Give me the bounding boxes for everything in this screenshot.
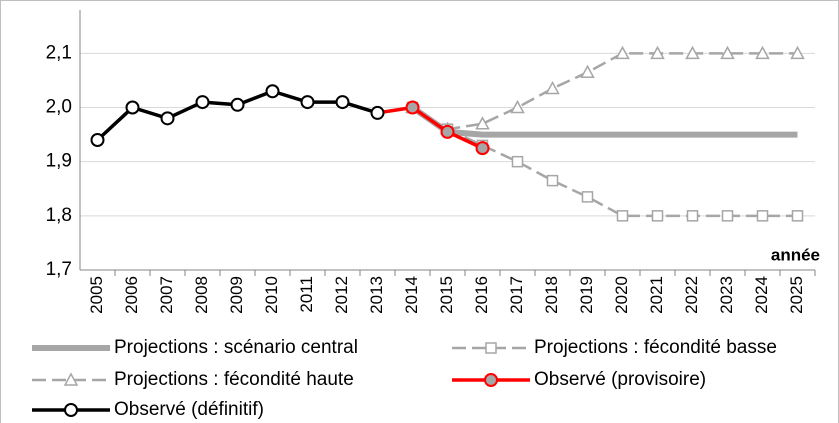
point — [650, 45, 665, 60]
point — [685, 45, 700, 60]
legend-marker — [485, 342, 497, 354]
x-tick-label: 2014 — [402, 276, 421, 314]
point — [615, 45, 630, 60]
series-line — [410, 105, 798, 138]
point — [335, 95, 350, 110]
x-tick-label: 2023 — [717, 276, 736, 314]
x-tick-label: 2007 — [157, 276, 176, 314]
point — [475, 116, 490, 130]
x-tick-label: 2012 — [332, 276, 351, 314]
point — [616, 210, 629, 222]
x-tick-label: 2009 — [227, 276, 246, 314]
legend-label: Projections : fécondité haute — [114, 369, 354, 390]
point — [580, 64, 595, 79]
point — [90, 133, 105, 147]
point — [755, 45, 770, 60]
legend-label: Observé (définitif) — [114, 399, 264, 420]
legend-label: Projections : fécondité basse — [534, 337, 777, 358]
point — [230, 97, 245, 112]
legend-label: Projections : scénario central — [114, 337, 358, 358]
x-tick-label: 2021 — [647, 276, 666, 314]
x-tick-label: 2015 — [437, 276, 456, 314]
x-tick-label: 2016 — [472, 276, 491, 314]
legend-marker — [484, 373, 498, 387]
point — [511, 155, 524, 168]
point — [265, 84, 280, 99]
point — [300, 95, 315, 110]
legend-marker — [64, 403, 78, 417]
point — [370, 105, 385, 120]
y-tick-label: 1,8 — [46, 205, 72, 226]
x-tick-label: 2008 — [192, 276, 211, 314]
x-tick-label: 2017 — [507, 276, 526, 314]
point — [651, 210, 664, 222]
y-tick-label: 2,1 — [46, 42, 72, 63]
point — [440, 124, 455, 139]
x-tick-label: 2024 — [752, 276, 771, 314]
point — [686, 210, 699, 222]
point — [405, 100, 420, 115]
x-tick-label: 2005 — [87, 276, 106, 314]
y-tick-label: 1,9 — [46, 151, 72, 172]
point — [475, 141, 490, 156]
point — [125, 100, 140, 115]
x-tick-label: 2006 — [122, 276, 141, 314]
x-tick-label: 2010 — [262, 276, 281, 314]
point — [160, 111, 175, 126]
x-tick-label: 2013 — [367, 276, 386, 314]
point — [721, 210, 734, 222]
x-tick-label: 2019 — [577, 276, 596, 314]
point — [510, 99, 525, 114]
y-tick-label: 1,7 — [46, 259, 72, 280]
x-tick-label: 2022 — [682, 276, 701, 314]
point — [195, 95, 210, 110]
x-tick-label: 2011 — [297, 276, 316, 313]
y-tick-label: 2,0 — [46, 97, 72, 118]
series-line — [377, 105, 484, 150]
legend-label: Observé (provisoire) — [534, 369, 706, 390]
point — [581, 191, 594, 203]
legend-marker — [63, 372, 79, 386]
x-tick-label: 2020 — [612, 276, 631, 314]
x-tick-label: 2018 — [542, 276, 561, 314]
point — [546, 174, 559, 187]
x-axis-label: année — [771, 245, 820, 264]
point — [756, 210, 769, 222]
series-line — [411, 106, 798, 218]
point — [791, 210, 804, 222]
point — [790, 45, 805, 60]
point — [545, 80, 560, 95]
point — [720, 45, 735, 60]
x-tick-label: 2025 — [787, 276, 806, 314]
series-line — [411, 52, 798, 131]
